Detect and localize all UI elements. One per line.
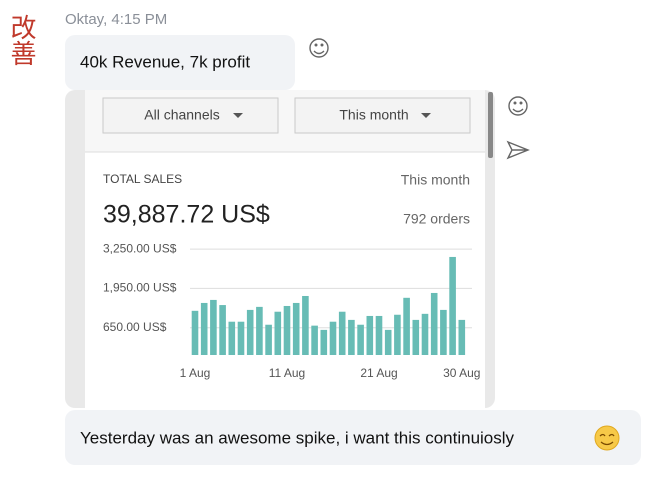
bar bbox=[265, 324, 272, 355]
bar bbox=[329, 321, 337, 355]
filter-label: This month bbox=[339, 107, 408, 123]
bar bbox=[366, 315, 374, 355]
bar bbox=[219, 305, 226, 355]
y-tick-label: 1,950.00 US$ bbox=[103, 281, 177, 295]
bar bbox=[412, 319, 420, 355]
message-text: Yesterday was an awesome spike, i want t… bbox=[80, 428, 515, 447]
message-text: 40k Revenue, 7k profit bbox=[80, 52, 250, 71]
filter-label: All channels bbox=[144, 107, 220, 123]
x-tick-label: 21 Aug bbox=[360, 366, 397, 380]
y-tick-label: 3,250.00 US$ bbox=[103, 241, 177, 255]
avatar: 改善 bbox=[6, 14, 36, 66]
bar bbox=[320, 329, 328, 355]
bar bbox=[274, 311, 282, 355]
bar bbox=[430, 292, 438, 355]
total: 39,887.72 US$ bbox=[103, 201, 270, 229]
bar bbox=[440, 309, 447, 355]
period: This month bbox=[401, 172, 470, 188]
bar bbox=[191, 310, 199, 355]
dropdown-arrow bbox=[233, 113, 243, 118]
bar bbox=[449, 256, 456, 355]
reaction-icon[interactable] bbox=[309, 38, 329, 58]
bar bbox=[375, 315, 383, 355]
filter-button[interactable] bbox=[102, 97, 279, 134]
bar bbox=[210, 299, 217, 355]
bar bbox=[394, 314, 401, 355]
forward-icon[interactable] bbox=[506, 140, 530, 160]
scrollbar bbox=[488, 92, 493, 158]
reaction-icon[interactable] bbox=[508, 96, 528, 116]
bar bbox=[256, 306, 263, 355]
bar bbox=[237, 321, 245, 355]
bar bbox=[357, 324, 364, 355]
message-header: Oktay, 4:15 PM bbox=[65, 11, 167, 28]
bar bbox=[228, 321, 236, 355]
bar bbox=[200, 302, 208, 355]
emoji bbox=[594, 425, 620, 451]
bar bbox=[403, 297, 410, 355]
screenshot-card bbox=[85, 152, 485, 408]
filter-button[interactable] bbox=[294, 97, 471, 134]
bar bbox=[348, 319, 355, 355]
bar bbox=[311, 325, 318, 355]
orders: 792 orders bbox=[403, 211, 470, 227]
dropdown-arrow bbox=[421, 113, 431, 118]
plot: 650.00 US$ 1,950.00 US$ 3,250.00 US$ 1 Aug 1… bbox=[103, 241, 480, 380]
x-tick-label: 11 Aug bbox=[269, 366, 305, 380]
bar bbox=[421, 313, 429, 355]
bar bbox=[302, 295, 309, 355]
bar bbox=[384, 329, 392, 355]
bar bbox=[283, 305, 291, 355]
bar bbox=[458, 319, 466, 355]
x-tick-label: 30 Aug bbox=[443, 366, 480, 380]
y-tick-label: 650.00 US$ bbox=[103, 320, 167, 334]
bar bbox=[338, 311, 346, 355]
x-tick-label: 1 Aug bbox=[180, 366, 211, 380]
message-bubble bbox=[65, 410, 641, 465]
bar bbox=[292, 302, 300, 355]
message-bubble bbox=[65, 35, 295, 90]
chart-title: TOTAL SALES bbox=[103, 172, 182, 186]
bar bbox=[246, 309, 254, 355]
